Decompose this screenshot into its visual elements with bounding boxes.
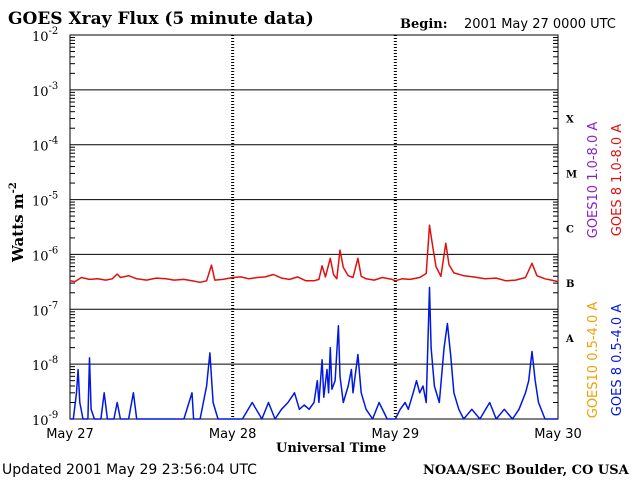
y-tick-label: 10-8: [32, 355, 58, 374]
y-tick-base: 10: [32, 249, 49, 264]
plot-frame: [69, 34, 559, 420]
y-tick-exponent: -5: [49, 191, 59, 202]
flare-class-label: M: [566, 169, 577, 180]
x-axis-label: Universal Time: [276, 441, 386, 456]
y-tick-exponent: -7: [49, 300, 59, 311]
y-tick-exponent: -9: [49, 410, 59, 421]
y-tick-exponent: -4: [49, 136, 59, 147]
y-tick-exponent: -8: [49, 355, 59, 366]
x-tick-label: May 28: [209, 427, 257, 442]
y-tick-base: 10: [32, 30, 49, 45]
grid-layer: [70, 35, 558, 419]
chart-title: GOES Xray Flux (5 minute data): [8, 9, 314, 29]
y-tick-label: 10-4: [32, 136, 58, 155]
y-axis-label-exponent: -2: [8, 182, 19, 193]
flare-class-label: A: [565, 334, 574, 345]
flare-class-label: C: [566, 224, 574, 235]
begin-value: 2001 May 27 0000 UTC: [464, 17, 616, 32]
updated-timestamp: Updated 2001 May 29 23:56:04 UTC: [2, 462, 257, 478]
series-layer: [69, 224, 559, 420]
begin-label: Begin:: [400, 17, 448, 32]
legend-entry: GOES 8 1.0-8.0 A: [610, 124, 625, 236]
credit-text: NOAA/SEC Boulder, CO USA: [423, 463, 630, 478]
y-tick-base: 10: [32, 359, 49, 374]
y-tick-exponent: -3: [49, 81, 59, 92]
y-axis-label: Watts m-2: [8, 182, 27, 263]
y-tick-label: 10-7: [32, 300, 58, 319]
y-tick-label: 10-2: [32, 26, 58, 45]
x-tick-label: May 29: [372, 427, 420, 442]
y-tick-base: 10: [32, 414, 49, 429]
y-axis-label-text: Watts m: [9, 193, 27, 263]
legend-entry: GOES10 1.0-8.0 A: [586, 122, 601, 239]
flare-class-label: X: [566, 115, 574, 126]
y-tick-label: 10-3: [32, 81, 58, 100]
series-line: [70, 286, 558, 420]
y-tick-base: 10: [32, 304, 49, 319]
y-tick-exponent: -2: [49, 26, 59, 37]
y-tick-exponent: -6: [49, 245, 59, 256]
legend: GOES10 1.0-8.0 A GOES 8 1.0-8.0 A GOES10 0…: [586, 122, 625, 419]
flare-class-label: B: [566, 279, 574, 290]
y-tick-base: 10: [32, 140, 49, 155]
series-line: [69, 224, 559, 284]
y-tick-label: 10-6: [32, 245, 58, 264]
y-tick-base: 10: [32, 195, 49, 210]
legend-entry: GOES10 0.5-4.0 A: [586, 302, 601, 419]
x-tick-label: May 27: [46, 427, 94, 442]
legend-entry: GOES 8 0.5-4.0 A: [610, 304, 625, 416]
y-tick-base: 10: [32, 85, 49, 100]
y-tick-label: 10-5: [32, 191, 58, 210]
x-tick-label: May 30: [534, 427, 582, 442]
axis-layer: May 27 May 28 May 29 May 3010-910-810-710-6…: [32, 26, 582, 442]
y-tick-label: 10-9: [32, 410, 58, 429]
